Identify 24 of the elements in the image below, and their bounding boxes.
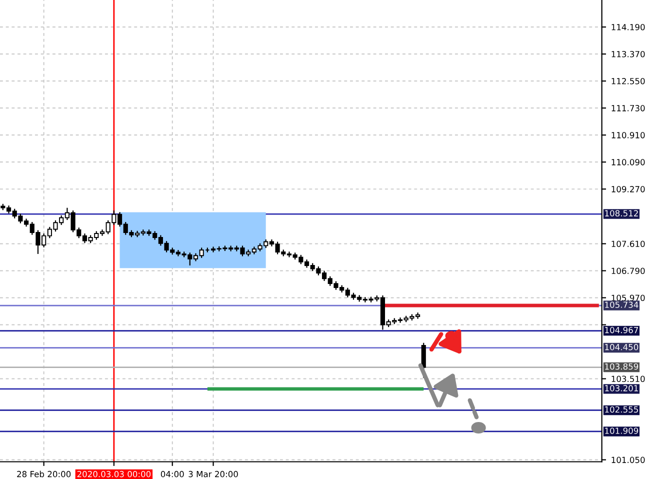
y-tick-label: 107.610 <box>612 240 645 248</box>
x-tick-label: 2020.03.03 00:00 <box>77 470 151 478</box>
ref-line-label: 103.201 <box>605 385 638 392</box>
y-tick-label: 112.550 <box>612 78 645 84</box>
y-tick-label: 109.270 <box>612 186 645 192</box>
x-tick-label: 3 Mar 20:00 <box>188 470 238 478</box>
y-tick-label: 101.050 <box>612 456 645 464</box>
ref-line-label: 103.859 <box>605 363 638 370</box>
y-tick-label: 113.370 <box>612 50 645 58</box>
y-tick-label: 114.190 <box>612 24 645 30</box>
ref-line-label: 108.512 <box>605 210 638 216</box>
ref-line-label: 102.555 <box>605 406 638 413</box>
y-tick-label: 103.510 <box>612 376 645 382</box>
x-tick-label: 04:00 <box>160 470 184 478</box>
y-tick-label: 111.730 <box>612 105 645 112</box>
ref-line-label: 101.909 <box>605 428 638 434</box>
y-tick-label: 106.790 <box>612 268 645 274</box>
y-tick-label: 110.090 <box>612 159 645 166</box>
ref-line-label: 105.734 <box>605 302 638 308</box>
x-tick-label: 28 Feb 20:00 <box>17 470 71 478</box>
y-tick-label: 110.910 <box>612 132 645 138</box>
ref-line-label: 104.450 <box>605 344 638 350</box>
y-tick-label: 105.970 <box>612 294 645 302</box>
ref-line-label: 104.967 <box>605 326 638 334</box>
